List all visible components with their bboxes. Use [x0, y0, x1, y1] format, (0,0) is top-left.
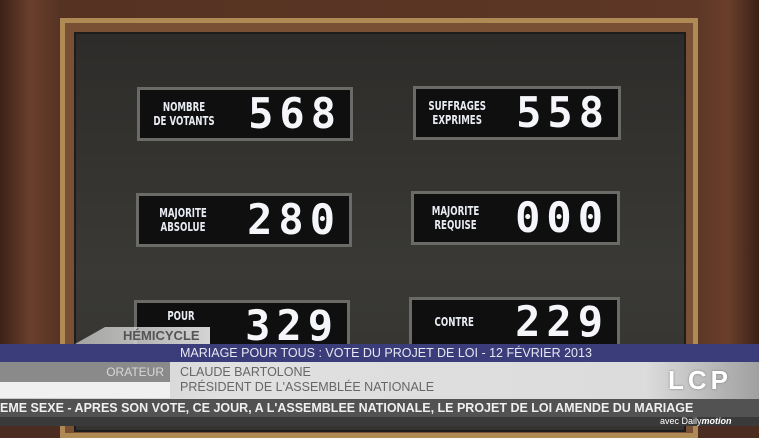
- bottom-strip: [0, 417, 759, 426]
- display-label: MAJORITE ABSOLUE: [159, 206, 207, 234]
- speaker-name: CLAUDE BARTOLONE: [180, 365, 311, 379]
- section-tag: HÉMICYCLE: [75, 327, 210, 344]
- news-ticker: EME SEXE - APRES SON VOTE, CE JOUR, A L'…: [0, 399, 759, 417]
- display-label: NOMBRE DE VOTANTS: [153, 100, 215, 128]
- partner-name: Daily: [681, 416, 702, 426]
- role-label: ORATEUR: [0, 362, 170, 382]
- display-value: 568: [248, 89, 342, 138]
- display-majorite-requise: MAJORITE REQUISE 000: [411, 191, 620, 245]
- dailymotion-watermark: avec Dailymotion: [660, 417, 732, 426]
- display-suffrages: SUFFRAGES EXPRIMES 558: [413, 86, 621, 140]
- speaker-title: PRÉSIDENT DE L'ASSEMBLÉE NATIONALE: [180, 380, 435, 394]
- speaker-info: CLAUDE BARTOLONE PRÉSIDENT DE L'ASSEMBLÉ…: [180, 365, 434, 395]
- display-majorite-absolue: MAJORITE ABSOLUE 280: [136, 193, 352, 247]
- partner-prefix: avec: [660, 416, 680, 426]
- partner-suffix: motion: [701, 416, 732, 426]
- display-value: 280: [247, 195, 341, 244]
- display-value: 329: [245, 301, 339, 350]
- display-label: SUFFRAGES EXPRIMES: [428, 99, 486, 127]
- display-value: 558: [516, 88, 610, 137]
- headline-bar: MARIAGE POUR TOUS : VOTE DU PROJET DE LO…: [0, 344, 759, 362]
- display-value: 229: [515, 297, 609, 346]
- lcp-logo: LCP: [668, 365, 732, 395]
- display-value: 000: [515, 193, 609, 242]
- display-votants: NOMBRE DE VOTANTS 568: [137, 87, 353, 141]
- display-label: CONTRE: [434, 315, 474, 329]
- display-label: POUR: [167, 309, 195, 323]
- display-contre: CONTRE 229: [409, 297, 620, 347]
- display-label: MAJORITE REQUISE: [431, 204, 480, 232]
- role-label-bg: [0, 382, 170, 398]
